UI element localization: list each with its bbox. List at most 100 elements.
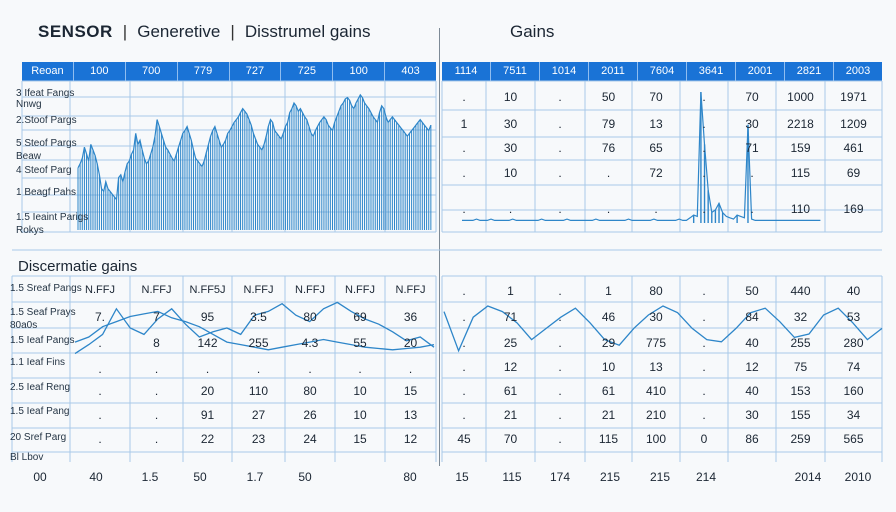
table-cell: 13: [649, 117, 663, 131]
table-cell: .: [558, 384, 562, 398]
table-cell: 72: [649, 166, 663, 180]
row-label: 1 Beagf Pahs: [16, 187, 77, 198]
table-cell: 7.: [94, 310, 106, 324]
table-cell: 13: [403, 408, 418, 422]
table-cell: 1209: [840, 117, 867, 131]
table-cell: 1: [460, 117, 468, 131]
table-cell: 15: [403, 384, 418, 398]
table-cell: 45: [457, 432, 471, 446]
header-cell: 2001: [735, 62, 784, 81]
table-cell: 30: [503, 117, 518, 131]
row-label: 1.1 Ieaf Fins: [10, 357, 66, 368]
table-cell: .: [750, 202, 754, 216]
table-cell: 7: [153, 310, 160, 324]
table-cell: .: [358, 362, 362, 376]
column-header: N.FFJ: [141, 284, 172, 296]
row-label: 3 Ifeat Fangs: [16, 88, 75, 99]
axis-tick-label: 2010: [844, 470, 872, 484]
table-cell: 40: [846, 284, 861, 298]
table-cell: .: [462, 202, 466, 216]
table-cell: 86: [745, 432, 759, 446]
table-cell: 10: [503, 166, 518, 180]
axis-tick-label: 215: [599, 470, 621, 484]
table-cell: 3.5: [250, 310, 267, 324]
table-cell: 20: [200, 384, 215, 398]
table-cell: .: [558, 90, 562, 104]
table-cell: 23: [251, 432, 266, 446]
table-cell: .: [702, 310, 706, 324]
right-panel-title: Gains: [510, 22, 555, 41]
table-cell: 36: [403, 310, 418, 324]
axis-tick-label: 15: [455, 470, 469, 484]
table-cell: 75: [793, 360, 808, 374]
row-label: 4 Steof Parg: [16, 165, 72, 176]
axis-tick-label: 214: [695, 470, 717, 484]
axis-tick-label: 50: [298, 470, 312, 484]
table-cell: 46: [601, 310, 616, 324]
table-cell: .: [702, 384, 706, 398]
header-cell: 725: [280, 62, 332, 81]
row-label: 1.5 Ieaint Parigs: [16, 212, 89, 223]
header-cell: 2821: [784, 62, 833, 81]
table-cell: 32: [793, 310, 808, 324]
table-cell: 255: [248, 336, 269, 350]
table-cell: .: [654, 202, 658, 216]
table-cell: 100: [645, 432, 667, 446]
table-cell: 153: [790, 384, 811, 398]
header-cell: 7511: [490, 62, 539, 81]
table-cell: .: [702, 166, 706, 180]
table-cell: 30: [745, 408, 759, 422]
header-cell: 779: [176, 62, 229, 81]
row-label: 1.5 Ieaf Pang: [10, 406, 70, 417]
table-cell: 50: [601, 90, 616, 104]
table-cell: 21: [503, 408, 518, 422]
table-cell: .: [256, 362, 261, 376]
axis-tick-label: 215: [649, 470, 671, 484]
table-cell: 1000: [787, 90, 814, 104]
table-cell: 27: [251, 408, 266, 422]
table-cell: .: [462, 310, 466, 324]
tab-generative[interactable]: Generetive: [137, 22, 221, 41]
data-series-line: [443, 305, 883, 353]
table-cell: 84: [745, 310, 759, 324]
row-label: 20 Sref Parg: [10, 432, 67, 443]
table-cell: 80: [649, 284, 663, 298]
table-cell: 71: [745, 141, 759, 155]
table-cell: .: [558, 202, 562, 216]
table-cell: 24: [303, 432, 317, 446]
table-cell: .: [558, 141, 562, 155]
header-cell: Reoan: [31, 65, 64, 77]
table-cell: .: [462, 90, 466, 104]
table-cell: 95: [200, 310, 215, 324]
table-cell: 50: [745, 284, 759, 298]
top-left-header-row: Reoan 100 700 779 727 725 100 403: [22, 62, 436, 81]
header-separator: |: [122, 22, 128, 41]
table-cell: .: [154, 408, 159, 422]
row-label: 2.5 Ieaf Reng: [10, 382, 71, 393]
header-cell: 100: [72, 62, 125, 81]
table-cell: 76: [601, 141, 616, 155]
column-header: N.FFJ: [295, 284, 325, 296]
table-cell: 4.3: [301, 336, 319, 350]
table-cell: 10: [353, 408, 367, 422]
axis-tick-label: 80: [403, 470, 417, 484]
header-cell: 1114: [454, 65, 478, 77]
table-cell: 65: [649, 141, 663, 155]
table-cell: .: [462, 360, 466, 374]
table-cell: 25: [503, 336, 518, 350]
table-cell: 1: [605, 284, 612, 298]
table-cell: 440: [790, 284, 811, 298]
table-cell: .: [702, 360, 706, 374]
tab-distributed-gains[interactable]: Disstrumel gains: [244, 22, 371, 41]
table-cell: 461: [843, 141, 864, 155]
table-cell: 565: [843, 432, 864, 446]
table-cell: 55: [353, 336, 367, 350]
axis-tick-label: 50: [193, 470, 207, 484]
table-cell: .: [98, 384, 102, 398]
header-cell: 2003: [833, 62, 882, 81]
table-cell: .: [462, 408, 466, 422]
table-cell: 775: [645, 336, 667, 350]
table-cell: .: [702, 408, 706, 422]
axis-tick-label: 1.7: [246, 470, 264, 484]
